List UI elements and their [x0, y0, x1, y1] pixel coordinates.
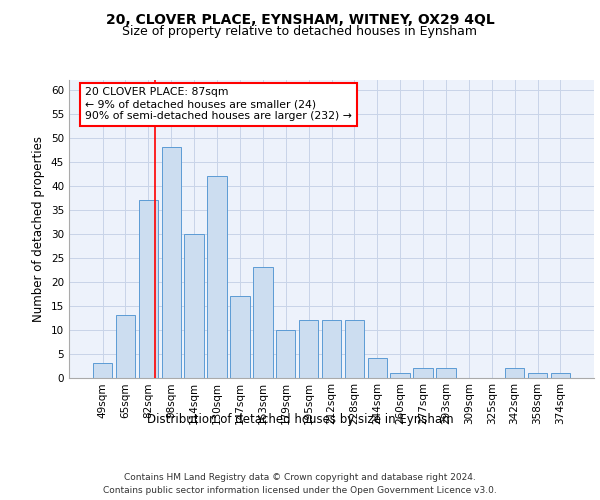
Bar	[161, 147, 181, 378]
Y-axis label: Number of detached properties: Number of detached properties	[32, 136, 46, 322]
Bar	[551, 372, 570, 378]
Bar	[505, 368, 524, 378]
Bar	[528, 372, 547, 378]
Bar	[344, 320, 364, 378]
Bar	[413, 368, 433, 378]
Bar	[322, 320, 341, 378]
Bar	[368, 358, 387, 378]
Bar	[139, 200, 158, 378]
Bar	[276, 330, 295, 378]
Bar	[184, 234, 204, 378]
Bar	[253, 267, 272, 378]
Bar	[116, 315, 135, 378]
Bar	[391, 372, 410, 378]
Bar	[93, 363, 112, 378]
Text: 20 CLOVER PLACE: 87sqm
← 9% of detached houses are smaller (24)
90% of semi-deta: 20 CLOVER PLACE: 87sqm ← 9% of detached …	[85, 88, 352, 120]
Text: Size of property relative to detached houses in Eynsham: Size of property relative to detached ho…	[122, 25, 478, 38]
Bar	[208, 176, 227, 378]
Bar	[436, 368, 455, 378]
Bar	[230, 296, 250, 378]
Text: Distribution of detached houses by size in Eynsham: Distribution of detached houses by size …	[146, 412, 454, 426]
Bar	[299, 320, 319, 378]
Text: Contains HM Land Registry data © Crown copyright and database right 2024.
Contai: Contains HM Land Registry data © Crown c…	[103, 474, 497, 495]
Text: 20, CLOVER PLACE, EYNSHAM, WITNEY, OX29 4QL: 20, CLOVER PLACE, EYNSHAM, WITNEY, OX29 …	[106, 12, 494, 26]
